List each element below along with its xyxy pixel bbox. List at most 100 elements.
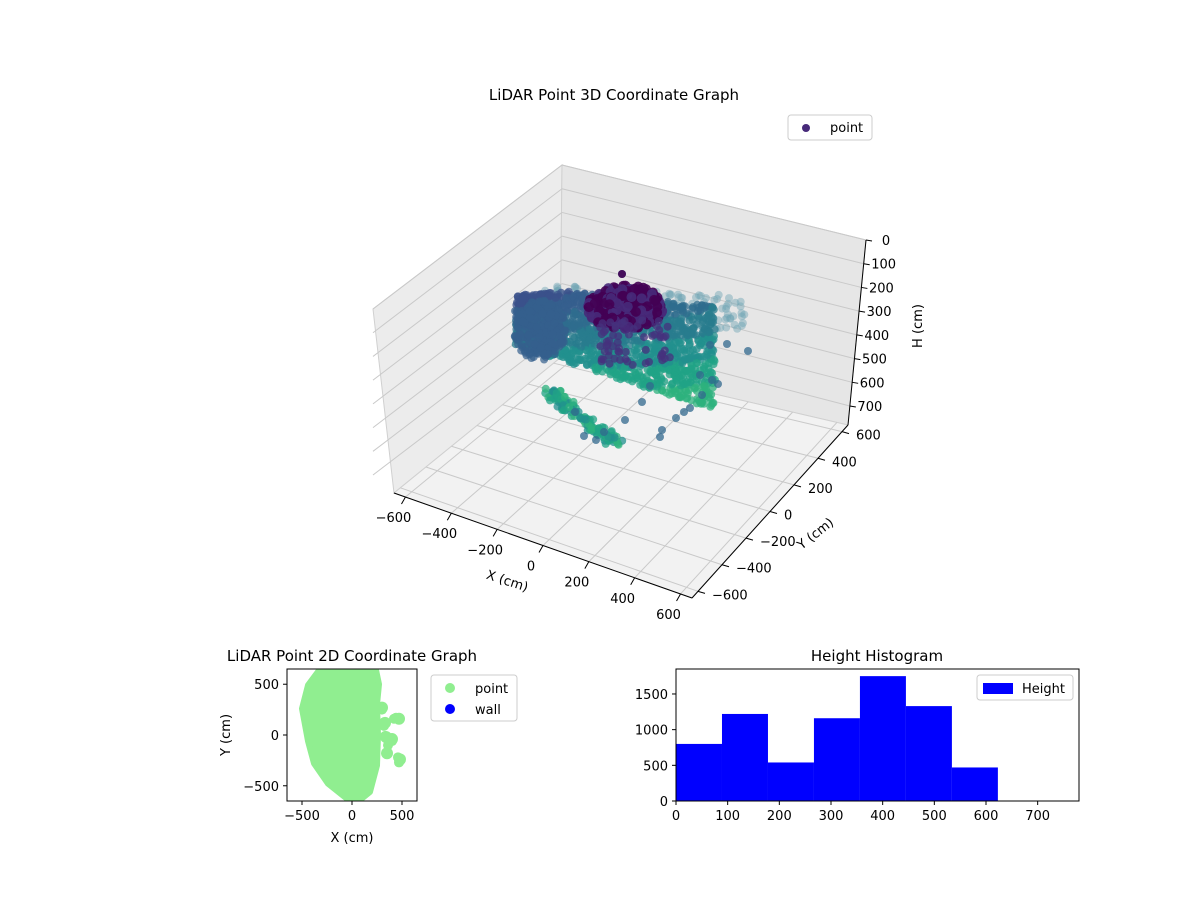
data-point-3d: [729, 312, 738, 321]
data-point-3d: [666, 291, 675, 299]
data-point-3d: [572, 310, 580, 319]
data-point-3d: [733, 324, 742, 333]
data-point-3d: [674, 293, 683, 302]
data-point-3d: [722, 302, 731, 311]
point-2d-cloud: [299, 669, 406, 801]
data-point-3d: [726, 314, 735, 323]
data-point-3d: [511, 331, 520, 340]
histogram-bar: [813, 718, 860, 801]
data-point-3d: [698, 318, 707, 326]
data-point-3d: [718, 304, 727, 313]
y-tick-3d: −600: [712, 588, 748, 603]
data-point-3d: [571, 359, 580, 368]
data-point-3d: [636, 372, 645, 381]
y-tick-3d: −400: [736, 562, 772, 577]
data-point-3d: [721, 315, 730, 324]
data-point-3d: [689, 324, 698, 333]
data-point-3d: [536, 343, 545, 352]
data-point-3d: [549, 339, 557, 348]
y-axis-label-2d: Y (cm): [219, 714, 234, 757]
data-point-3d: [571, 282, 580, 291]
data-point-3d: [697, 399, 706, 408]
data-point-3d: [737, 312, 746, 321]
x-tick-histogram: 600: [974, 809, 999, 824]
legend-2d: point wall: [430, 674, 518, 722]
z-tick-3d: 300: [867, 305, 892, 320]
ticks-histogram: 0 100 200 300 400 500 600 700 0 500 1000 1500: [635, 688, 1050, 824]
data-point-3d: [621, 347, 630, 356]
y-tick-2d: 0: [271, 729, 279, 744]
data-point-3d: [568, 292, 577, 301]
data-point-3d: [665, 390, 674, 399]
z-tick-3d: 400: [864, 329, 889, 344]
y-tick-3d: −200: [760, 535, 796, 550]
data-point-3d: [691, 383, 700, 392]
data-point-3d: [574, 337, 583, 345]
data-point-3d: [679, 372, 688, 381]
data-point-3d: [546, 300, 554, 309]
data-point-3d: [646, 367, 655, 376]
data-point-3d: [744, 347, 752, 355]
data-point-3d: [663, 298, 672, 306]
data-point-3d: [681, 327, 690, 336]
data-point-2d: [377, 704, 387, 715]
data-point-3d: [515, 310, 524, 319]
data-point-3d: [700, 352, 708, 361]
data-point-2d: [380, 731, 390, 742]
data-point-3d: [577, 315, 586, 323]
legend-2d-marker-wall: [445, 704, 455, 714]
data-point-3d: [648, 331, 657, 340]
y-tick-2d: 500: [254, 678, 279, 693]
data-point-3d: [612, 298, 623, 309]
ticks-2d: −500 −500 0 0 500 500: [243, 678, 414, 824]
chart-histogram: Height Histogram 0 100 200 300 400 500 600 7000…: [635, 647, 1080, 824]
data-point-3d: [672, 414, 680, 422]
data-point-3d: [528, 292, 536, 301]
data-point-3d: [694, 307, 702, 315]
data-point-3d: [532, 323, 541, 332]
data-point-3d: [696, 292, 705, 300]
legend-2d-label-point: point: [475, 682, 508, 697]
data-point-3d: [651, 341, 660, 350]
y-tick-histogram: 1000: [635, 724, 668, 739]
data-point-3d: [554, 305, 563, 314]
data-point-3d: [630, 346, 639, 355]
data-point-3d: [524, 338, 533, 347]
data-point-3d: [686, 353, 695, 362]
data-point-3d: [598, 319, 607, 328]
y-tick-histogram: 1500: [635, 688, 668, 703]
data-point-3d: [649, 294, 660, 305]
x-axis-label-2d: X (cm): [331, 831, 374, 846]
z-tick-3d: 200: [869, 281, 894, 296]
x-tick-histogram: 100: [715, 809, 740, 824]
data-point-3d: [669, 302, 678, 311]
x-tick-2d: 0: [348, 809, 356, 824]
data-point-3d: [704, 328, 713, 337]
data-point-3d: [731, 298, 740, 307]
data-point-3d: [659, 333, 668, 342]
x-tick-3d: −600: [376, 511, 412, 526]
x-tick-histogram: 700: [1025, 809, 1050, 824]
data-point-3d: [585, 336, 594, 345]
data-point-3d: [740, 310, 749, 319]
data-point-3d: [633, 336, 642, 345]
data-point-3d: [694, 337, 703, 346]
data-point-3d: [586, 325, 595, 334]
histogram-bar: [905, 706, 952, 801]
data-point-3d: [610, 433, 619, 442]
data-point-3d: [538, 309, 547, 318]
data-point-3d: [550, 319, 559, 327]
data-point-3d: [671, 367, 680, 376]
histogram-bars: [676, 676, 998, 801]
x-tick-histogram: 400: [870, 809, 895, 824]
data-point-3d: [687, 396, 696, 405]
data-point-3d: [677, 381, 685, 390]
data-point-3d: [633, 321, 642, 330]
data-point-3d: [707, 312, 716, 321]
data-point-3d: [680, 408, 688, 416]
data-point-3d: [596, 342, 605, 351]
data-point-3d: [683, 389, 692, 398]
chart-3d-scatter: LiDAR Point 3D Coordinate Graph −600 −400…: [372, 86, 926, 623]
data-point-3d: [686, 373, 694, 382]
